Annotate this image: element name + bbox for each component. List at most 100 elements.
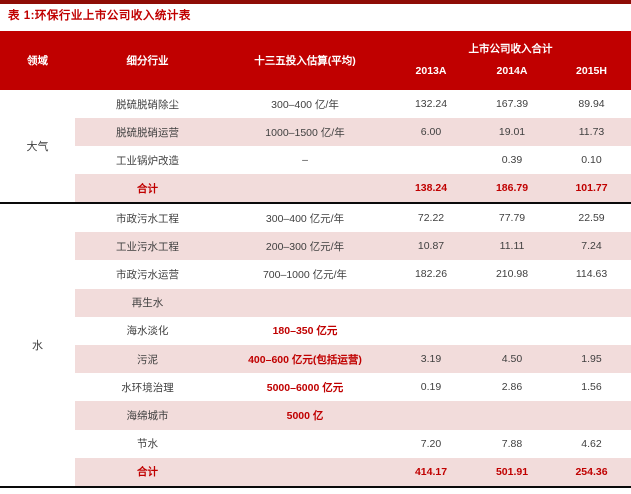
- cell-value-2013a: [390, 146, 472, 174]
- cell-investment: 5000–6000 亿元: [266, 381, 344, 394]
- cell-value-2015h: 89.94: [578, 98, 605, 110]
- cell-value-2013a: 414.17: [414, 465, 448, 478]
- table-row: 再生水: [0, 288, 631, 317]
- cell-investment: 200–300 亿元/年: [265, 240, 345, 253]
- cell-investment: [220, 458, 390, 486]
- section-atmosphere: 脱硫脱硝除尘 300–400 亿/年 132.24 167.39 89.94 脱…: [0, 90, 631, 202]
- cell-value-2013a: [390, 401, 472, 429]
- table-row: 脱硫脱硝运营 1000–1500 亿/年 6.00 19.01 11.73: [0, 118, 631, 146]
- table-row: 脱硫脱硝除尘 300–400 亿/年 132.24 167.39 89.94: [0, 90, 631, 118]
- table-row: 市政污水工程 300–400 亿元/年 72.22 77.79 22.59: [0, 204, 631, 232]
- cell-value-2014a: 210.98: [495, 268, 529, 281]
- table-row: 工业污水工程 200–300 亿元/年 10.87 11.11 7.24: [0, 232, 631, 261]
- cell-value-2014a: 11.11: [499, 240, 525, 253]
- cell-value-2014a: 186.79: [495, 182, 529, 194]
- cell-sub-industry: 合计: [137, 182, 158, 195]
- cell-value-2013a: [390, 317, 472, 345]
- col-header-year-2015h: 2015H: [576, 64, 607, 77]
- cell-value-2015h: 7.24: [581, 240, 602, 253]
- cell-value-2014a: 77.79: [498, 212, 526, 225]
- cell-value-2013a: 6.00: [420, 126, 442, 138]
- table-body: 脱硫脱硝除尘 300–400 亿/年 132.24 167.39 89.94 脱…: [0, 90, 631, 488]
- table-row: 工业锅炉改造 – 0.39 0.10: [0, 146, 631, 174]
- col-header-sub-industry: 细分行业: [126, 55, 169, 67]
- cell-value-2013a: [390, 289, 472, 317]
- cell-investment: 1000–1500 亿/年: [265, 126, 345, 139]
- table-row-total: 合计 414.17 501.91 254.36: [0, 457, 631, 486]
- col-header-field: 领域: [27, 55, 48, 67]
- cell-value-2014a: 19.01: [498, 126, 526, 138]
- cell-value-2015h: 4.62: [581, 437, 602, 450]
- cell-sub-industry: 脱硫脱硝除尘: [116, 98, 179, 111]
- cell-sub-industry: 市政污水运营: [116, 268, 179, 281]
- cell-value-2015h: 114.63: [575, 268, 608, 281]
- table-row: 市政污水运营 700–1000 亿元/年 182.26 210.98 114.6…: [0, 260, 631, 288]
- table-header: 领域 细分行业 十三五投入估算(平均) 上市公司收入合计 2013A 2014A…: [0, 31, 631, 90]
- cell-investment: 400–600 亿元(包括运营): [248, 353, 362, 366]
- cell-value-2014a: 501.91: [495, 465, 529, 478]
- col-header-year-2013a: 2013A: [415, 64, 447, 77]
- cell-sub-industry: 市政污水工程: [116, 212, 179, 225]
- cell-sub-industry: 海水淡化: [126, 325, 169, 338]
- cell-value-2015h: 101.77: [575, 182, 608, 194]
- table-row: 海绵城市 5000 亿: [0, 401, 631, 430]
- cell-value-2015h: 1.95: [581, 353, 602, 366]
- cell-sub-industry: 节水: [137, 438, 158, 451]
- cell-sub-industry: 海绵城市: [126, 409, 169, 422]
- cell-value-2013a: 72.22: [417, 212, 445, 225]
- cell-value-2013a: 182.26: [414, 268, 448, 281]
- table-row-total: 合计 138.24 186.79 101.77: [0, 174, 631, 202]
- col-header-year-2014a: 2014A: [496, 64, 528, 77]
- cell-sub-industry: 水环境治理: [121, 381, 174, 394]
- field-group-label-water: 水: [32, 340, 43, 352]
- cell-value-2014a: 4.50: [501, 353, 523, 366]
- cell-investment: –: [302, 154, 308, 166]
- cell-sub-industry: 再生水: [131, 297, 164, 310]
- cell-value-2014a: 167.39: [495, 98, 529, 110]
- section-divider: [0, 202, 631, 204]
- table-bottom-rule: [0, 485, 631, 488]
- table-row: 海水淡化 180–350 亿元: [0, 317, 631, 345]
- cell-value-2014a: [472, 317, 552, 345]
- cell-investment: 180–350 亿元: [272, 325, 338, 338]
- cell-value-2015h: 22.59: [578, 212, 605, 225]
- cell-value-2014a: [472, 401, 552, 429]
- cell-investment: 700–1000 亿元/年: [262, 268, 348, 281]
- cell-value-2015h: 1.56: [581, 381, 602, 394]
- cell-value-2015h: 254.36: [575, 465, 608, 478]
- cell-value-2015h: [552, 317, 631, 345]
- cell-value-2014a: 0.39: [501, 154, 523, 166]
- cell-investment: [220, 289, 390, 317]
- section-water: 市政污水工程 300–400 亿元/年 72.22 77.79 22.59 工业…: [0, 204, 631, 486]
- cell-investment: [220, 174, 390, 202]
- page-title: 表 1:环保行业上市公司收入统计表: [8, 10, 191, 22]
- table-row: 节水 7.20 7.88 4.62: [0, 430, 631, 458]
- cell-investment: [220, 430, 390, 458]
- cell-value-2013a: 3.19: [420, 353, 442, 366]
- table-row: 水环境治理 5000–6000 亿元 0.19 2.86 1.56: [0, 373, 631, 401]
- table-row: 污泥 400–600 亿元(包括运营) 3.19 4.50 1.95: [0, 344, 631, 374]
- cell-value-2014a: [472, 289, 552, 317]
- cell-value-2013a: 0.19: [420, 381, 442, 394]
- cell-value-2014a: 2.86: [501, 381, 523, 394]
- cell-value-2014a: 7.88: [501, 437, 523, 450]
- cell-sub-industry: 合计: [137, 466, 158, 479]
- cell-value-2013a: 7.20: [420, 437, 442, 450]
- cell-investment: 5000 亿: [286, 409, 324, 422]
- cell-investment: 300–400 亿元/年: [265, 212, 345, 225]
- cell-investment: 300–400 亿/年: [271, 98, 339, 111]
- top-rule: [0, 0, 631, 4]
- cell-sub-industry: 工业污水工程: [116, 240, 179, 253]
- col-header-revenue-total: 上市公司收入合计: [468, 43, 553, 55]
- cell-value-2015h: [552, 401, 631, 429]
- col-header-investment: 十三五投入估算(平均): [254, 55, 356, 67]
- field-group-label-atmosphere: 大气: [26, 141, 49, 153]
- cell-sub-industry: 脱硫脱硝运营: [116, 126, 179, 139]
- cell-value-2015h: 11.73: [578, 126, 605, 138]
- cell-value-2013a: 10.87: [417, 240, 445, 253]
- cell-value-2013a: 138.24: [414, 182, 448, 194]
- cell-value-2015h: 0.10: [581, 154, 602, 166]
- cell-sub-industry: 污泥: [137, 353, 158, 366]
- cell-value-2013a: 132.24: [414, 98, 448, 110]
